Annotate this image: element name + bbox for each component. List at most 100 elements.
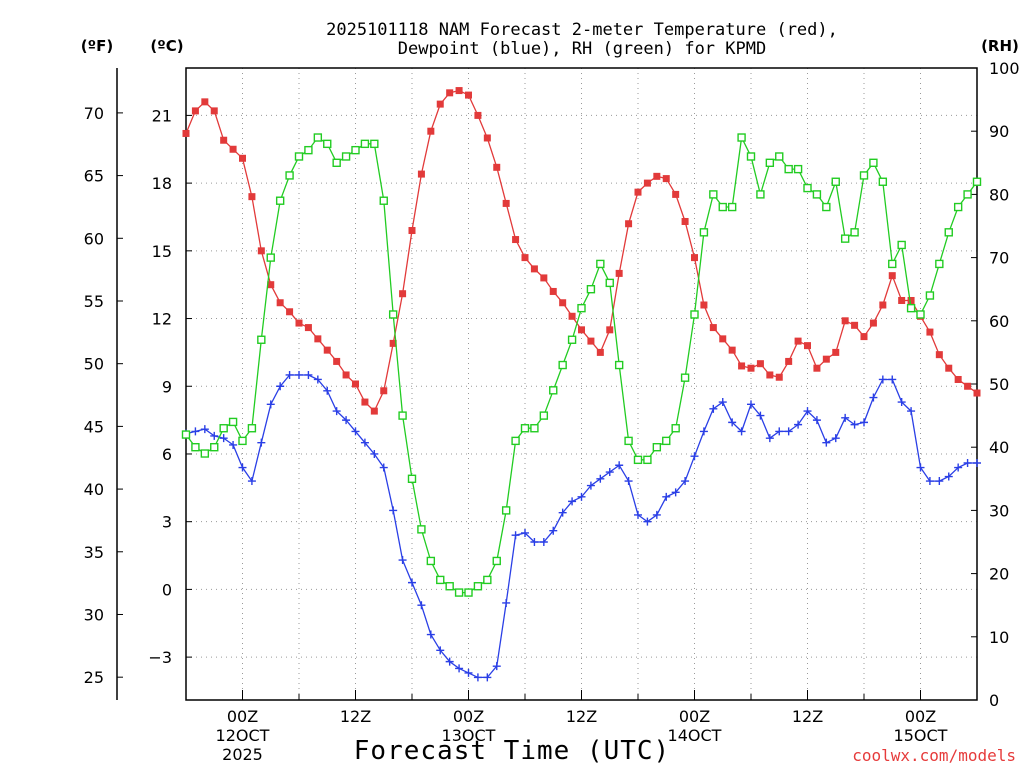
data-point-marker xyxy=(953,202,963,212)
data-point-marker xyxy=(586,481,595,490)
data-point-marker xyxy=(492,662,501,671)
data-point-marker xyxy=(191,427,200,436)
data-point-marker xyxy=(294,152,304,161)
data-point-marker xyxy=(275,196,285,205)
x-tick-date-label: 12OCT xyxy=(216,726,270,745)
data-point-marker xyxy=(313,375,322,384)
x-tick-label: 12Z xyxy=(792,707,823,726)
data-point-marker xyxy=(851,321,859,329)
data-point-marker xyxy=(672,190,680,198)
data-point-marker xyxy=(408,578,416,587)
rh-tick-label: 20 xyxy=(989,565,1009,584)
data-point-marker xyxy=(493,163,501,171)
data-point-marker xyxy=(473,673,482,682)
data-point-marker xyxy=(465,91,472,99)
data-point-marker xyxy=(822,438,831,447)
data-point-marker xyxy=(766,371,774,379)
data-point-marker xyxy=(455,87,463,95)
data-point-marker xyxy=(680,373,690,382)
data-point-marker xyxy=(897,398,906,407)
data-point-marker xyxy=(314,335,322,343)
data-point-marker xyxy=(492,556,501,566)
data-point-marker xyxy=(370,139,379,149)
data-point-marker xyxy=(775,427,784,436)
data-point-marker xyxy=(671,488,680,497)
data-point-marker xyxy=(840,234,850,243)
fahrenheit-tick-label: 60 xyxy=(84,229,104,248)
data-point-marker xyxy=(653,172,661,180)
celsius-tick-label: 9 xyxy=(162,377,172,396)
celsius-tick-label: 0 xyxy=(162,580,172,599)
data-point-marker xyxy=(549,386,558,395)
data-point-marker xyxy=(379,463,388,472)
data-point-marker xyxy=(398,556,407,565)
data-point-marker xyxy=(973,459,981,467)
data-point-marker xyxy=(539,538,548,546)
data-point-marker xyxy=(681,217,689,225)
data-point-marker xyxy=(568,312,576,320)
data-point-marker xyxy=(473,582,483,591)
chart-title-line-2: Dewpoint (blue), RH (green) for KPMD xyxy=(398,39,766,59)
data-point-marker xyxy=(267,281,275,289)
data-point-marker xyxy=(812,416,821,425)
credit-text: coolwx.com/models xyxy=(852,746,1016,765)
data-point-marker xyxy=(502,598,511,607)
data-point-marker xyxy=(784,164,793,174)
data-point-marker xyxy=(860,333,868,341)
rh-tick-label: 90 xyxy=(989,122,1009,141)
fahrenheit-tick-label: 45 xyxy=(84,417,104,436)
data-point-marker xyxy=(634,188,642,196)
data-point-marker xyxy=(266,400,275,409)
data-point-marker xyxy=(540,274,548,282)
data-point-marker xyxy=(690,452,699,461)
data-point-marker xyxy=(916,310,925,319)
data-point-marker xyxy=(426,630,435,639)
data-point-marker xyxy=(709,190,718,199)
data-point-marker xyxy=(963,190,972,199)
data-point-marker xyxy=(878,177,888,186)
data-point-marker xyxy=(511,436,520,446)
data-point-marker xyxy=(351,427,360,436)
data-point-marker xyxy=(210,107,218,115)
data-point-marker xyxy=(879,301,887,309)
data-point-marker xyxy=(794,337,802,345)
data-point-marker xyxy=(954,375,962,383)
data-point-marker xyxy=(408,227,416,235)
data-point-marker xyxy=(907,296,915,304)
data-point-marker xyxy=(897,240,906,250)
data-point-marker xyxy=(549,526,558,535)
data-point-marker xyxy=(276,382,285,391)
data-point-marker xyxy=(201,98,209,106)
data-point-marker xyxy=(643,179,651,187)
data-point-marker xyxy=(691,254,698,262)
data-point-marker xyxy=(352,380,359,388)
data-point-marker xyxy=(643,517,652,526)
celsius-tick-label: 15 xyxy=(152,242,172,261)
celsius-tick-label: −3 xyxy=(148,648,172,667)
data-point-marker xyxy=(812,190,822,199)
rh-tick-label: 60 xyxy=(989,312,1009,331)
data-point-marker xyxy=(219,434,228,443)
data-point-marker xyxy=(360,139,370,149)
data-point-marker xyxy=(803,407,812,416)
data-point-marker xyxy=(925,291,935,300)
data-point-marker xyxy=(323,386,332,395)
data-point-marker xyxy=(181,430,191,439)
data-point-marker xyxy=(417,170,425,178)
data-point-marker xyxy=(360,438,369,447)
data-point-marker xyxy=(426,556,436,566)
data-point-marker xyxy=(483,575,492,585)
rh-tick-label: 50 xyxy=(989,375,1009,394)
x-tick-label: 12Z xyxy=(340,707,371,726)
data-point-marker xyxy=(907,407,916,416)
data-point-marker xyxy=(850,228,859,237)
data-point-marker xyxy=(417,601,426,610)
data-point-marker xyxy=(370,407,378,415)
celsius-unit-label: (ºC) xyxy=(150,37,183,55)
data-point-marker xyxy=(483,673,492,682)
data-series xyxy=(181,87,982,682)
data-point-marker xyxy=(804,342,811,350)
data-point-marker xyxy=(427,127,435,135)
data-point-marker xyxy=(906,303,916,313)
data-point-marker xyxy=(266,253,275,262)
